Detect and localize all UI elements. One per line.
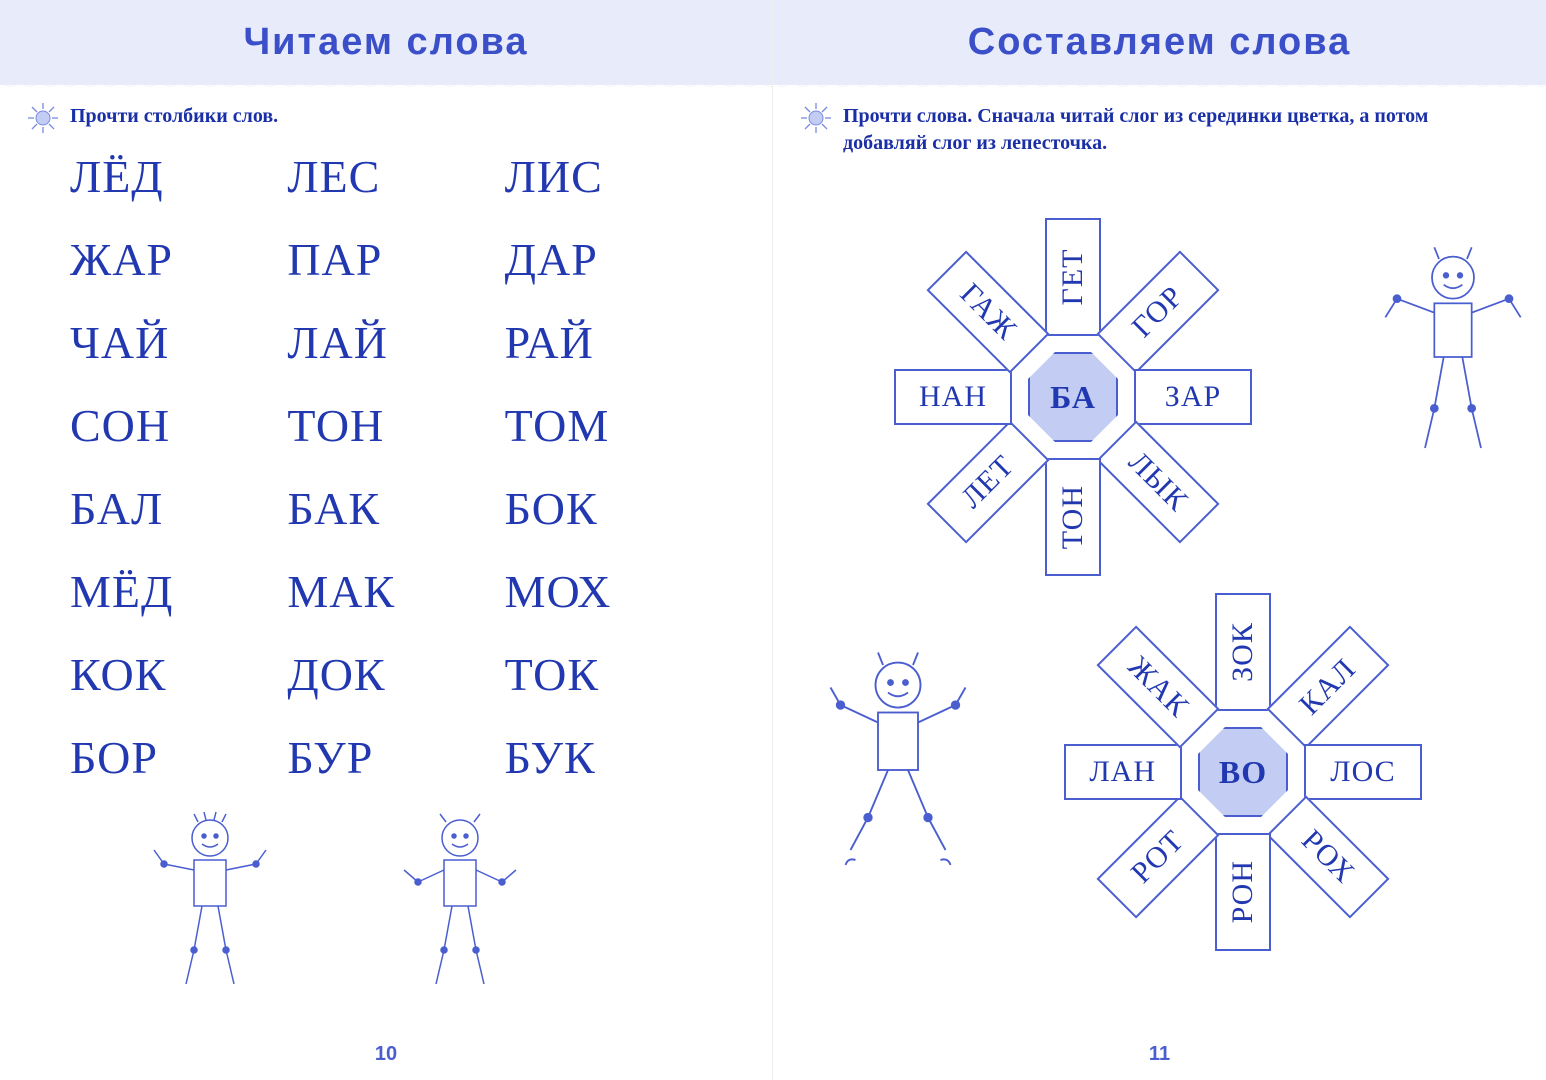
petal-label: ГАЖ [953, 277, 1023, 347]
word-cell: ЧАЙ [70, 316, 277, 369]
flower-petal: ТОН [1045, 458, 1101, 576]
word-cell: БОР [70, 731, 277, 784]
word-cell: КОК [70, 648, 277, 701]
petal-label: НАН [919, 380, 987, 414]
words-row: ЧАЙЛАЙРАЙ [70, 316, 712, 369]
word-cell: СОН [70, 399, 277, 452]
flower-center: БА [1028, 352, 1118, 442]
word-cell: ДАР [505, 233, 712, 286]
petal-label: ГОР [1125, 280, 1190, 345]
flower-petal: РОТ [1097, 795, 1220, 918]
word-cell: ЖАР [70, 233, 277, 286]
petal-label: ЛОС [1330, 755, 1395, 789]
word-cell: БУР [287, 731, 494, 784]
words-row: БОРБУРБУК [70, 731, 712, 784]
word-cell: ЛАЙ [287, 316, 494, 369]
word-cell: ЛИС [505, 150, 712, 203]
petal-label: ЛЕТ [955, 449, 1021, 515]
word-cell: ТОН [287, 399, 494, 452]
left-page: Читаем слова Прочти столбики слов. ЛЁДЛЕ… [0, 0, 773, 1080]
petal-label: РОХ [1294, 823, 1361, 890]
words-row: КОКДОКТОК [70, 648, 712, 701]
petal-label: РОН [1226, 860, 1260, 923]
flower-area: ГЕТ ГОР ЗАР ЛЫК ТОН ЛЕТ НАН ГАЖБА ЗОК КАЛ ЛОС РОХ РО… [773, 167, 1546, 1047]
flower-petal: КАЛ [1266, 626, 1389, 749]
word-cell: ТОМ [505, 399, 712, 452]
flower-petal: ЗАР [1134, 369, 1252, 425]
page-title-right: Составляем слова [773, 0, 1546, 85]
word-cell: РАЙ [505, 316, 712, 369]
word-cell: МОХ [505, 565, 712, 618]
instruction-left: Прочти столбики слов. [0, 85, 772, 140]
words-row: СОНТОНТОМ [70, 399, 712, 452]
petal-label: ЖАК [1121, 650, 1196, 725]
flower-center: ВО [1198, 727, 1288, 817]
flower-petal: РОН [1215, 833, 1271, 951]
words-row: МЁДМАКМОХ [70, 565, 712, 618]
flower-petal: ЛОС [1304, 744, 1422, 800]
word-cell: БОК [505, 482, 712, 535]
right-page: Составляем слова Прочти слова. Сначала ч… [773, 0, 1546, 1080]
word-cell: МЁД [70, 565, 277, 618]
word-cell: ЛЁД [70, 150, 277, 203]
petal-label: ЗОК [1226, 622, 1260, 682]
robot-figure [150, 810, 270, 990]
petal-label: ГЕТ [1056, 249, 1090, 306]
word-cell: БАК [287, 482, 494, 535]
instruction-text-left: Прочти столбики слов. [70, 105, 278, 127]
word-cell: БУК [505, 731, 712, 784]
word-cell: БАЛ [70, 482, 277, 535]
instruction-right: Прочти слова. Сначала читай слог из сере… [773, 85, 1546, 167]
word-cell: ТОК [505, 648, 712, 701]
flower-petal: РОХ [1266, 795, 1389, 918]
title-band-right: Составляем слова [773, 0, 1546, 85]
word-cell: МАК [287, 565, 494, 618]
petal-label: ТОН [1056, 485, 1090, 549]
petal-label: ЛАН [1090, 755, 1157, 789]
flower-petal: ГАЖ [927, 251, 1050, 374]
flower-petal: ЛЕТ [927, 420, 1050, 543]
title-band-left: Читаем слова [0, 0, 772, 85]
page-spread: Читаем слова Прочти столбики слов. ЛЁДЛЕ… [0, 0, 1546, 1080]
words-row: БАЛБАКБОК [70, 482, 712, 535]
petal-label: ЗАР [1165, 380, 1221, 414]
page-number-right: 11 [773, 1043, 1546, 1066]
instruction-text-right: Прочти слова. Сначала читай слог из сере… [843, 105, 1428, 154]
flower-petal: НАН [894, 369, 1012, 425]
petal-label: КАЛ [1293, 652, 1363, 722]
words-row: ЖАРПАРДАР [70, 233, 712, 286]
flower-petal: ЛЫК [1096, 420, 1219, 543]
word-cell: ДОК [287, 648, 494, 701]
page-title-left: Читаем слова [0, 0, 772, 85]
flower-petal: ЖАК [1097, 626, 1220, 749]
flower-petal: ЛАН [1064, 744, 1182, 800]
robot-figure [400, 810, 520, 990]
sun-bullet-icon [801, 103, 831, 133]
petal-label: ЛЫК [1121, 445, 1194, 518]
word-cell: ЛЕС [287, 150, 494, 203]
words-row: ЛЁДЛЕСЛИС [70, 150, 712, 203]
flower-petal: ГЕТ [1045, 218, 1101, 336]
flower-petal: ЗОК [1215, 593, 1271, 711]
words-grid: ЛЁДЛЕСЛИСЖАРПАРДАРЧАЙЛАЙРАЙСОНТОНТОМБАЛБ… [0, 140, 772, 784]
petal-label: РОТ [1125, 824, 1192, 891]
sun-bullet-icon [28, 103, 58, 133]
word-cell: ПАР [287, 233, 494, 286]
page-number-left: 10 [0, 1043, 772, 1066]
flower-petal: ГОР [1096, 251, 1219, 374]
